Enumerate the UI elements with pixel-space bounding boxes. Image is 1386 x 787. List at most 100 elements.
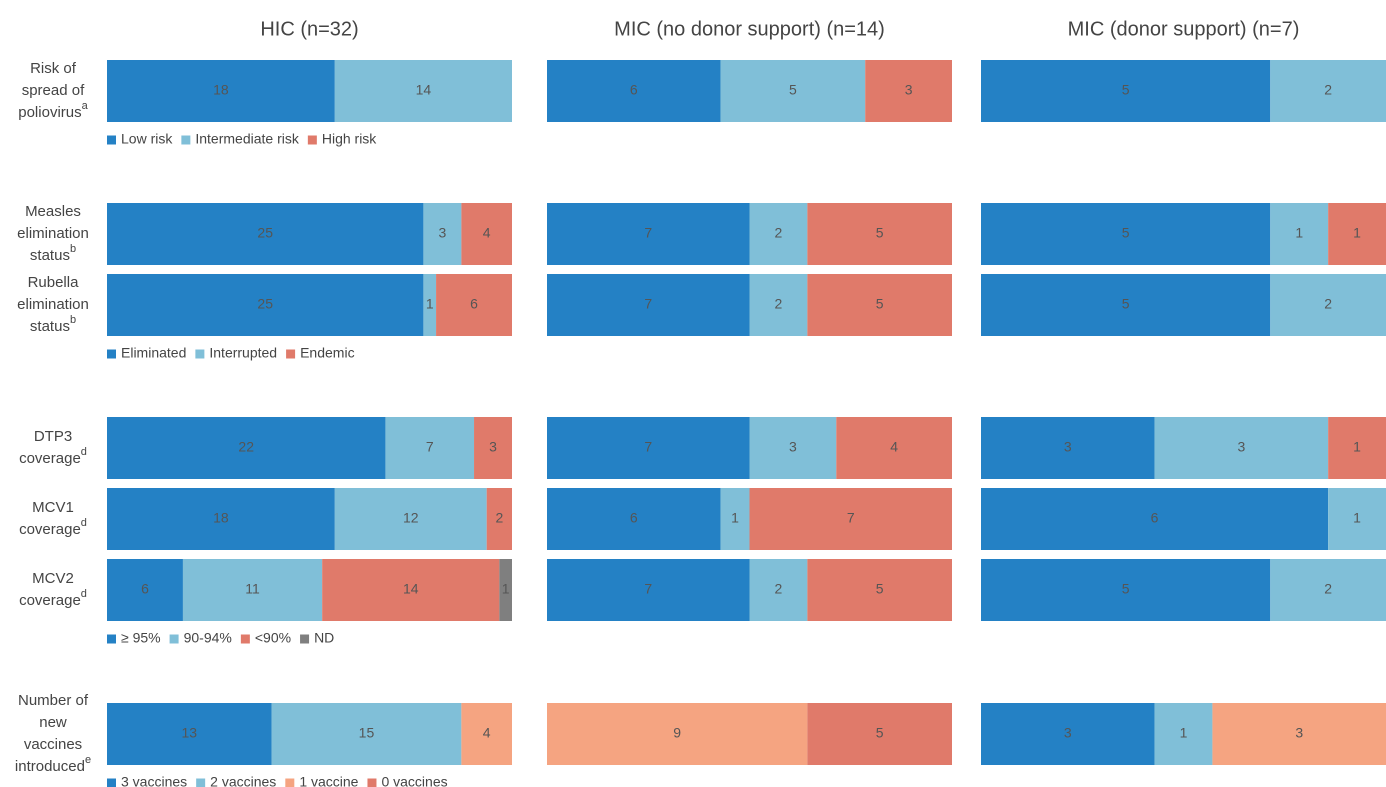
value-label: 2 bbox=[1324, 581, 1332, 597]
value-label: 3 bbox=[438, 225, 446, 241]
bar-segment bbox=[547, 203, 750, 265]
bar-segment bbox=[107, 417, 386, 479]
bar-segment bbox=[461, 703, 512, 765]
row-label-note: a bbox=[82, 100, 89, 112]
bar-segment bbox=[107, 60, 335, 122]
bar-segment bbox=[749, 274, 808, 336]
bar-segment bbox=[423, 203, 462, 265]
bar-segment bbox=[1328, 417, 1386, 479]
bar-segment bbox=[107, 203, 424, 265]
row-label: coveraged bbox=[19, 588, 87, 609]
bar-segment bbox=[547, 274, 750, 336]
value-label: 3 bbox=[1295, 725, 1303, 741]
value-label: 1 bbox=[731, 510, 739, 526]
bar-segment bbox=[322, 559, 500, 621]
value-label: 4 bbox=[890, 439, 898, 455]
bar-segment bbox=[865, 60, 952, 122]
value-label: 5 bbox=[876, 225, 884, 241]
legend-swatch bbox=[107, 349, 116, 359]
bar-segment bbox=[981, 60, 1271, 122]
legend-swatch bbox=[240, 634, 250, 644]
bar-segment bbox=[461, 203, 512, 265]
value-label: 6 bbox=[630, 510, 638, 526]
bar-segment bbox=[385, 417, 475, 479]
value-label: 2 bbox=[775, 581, 783, 597]
value-label: 15 bbox=[359, 725, 375, 741]
bar-segment bbox=[271, 703, 462, 765]
bar-segment bbox=[749, 203, 808, 265]
legend-swatch bbox=[367, 778, 377, 787]
bar-segment bbox=[107, 488, 335, 550]
bar-segment bbox=[807, 559, 952, 621]
bar-segment bbox=[1154, 417, 1329, 479]
bar-segment bbox=[749, 488, 952, 550]
legend-label: Eliminated bbox=[121, 345, 186, 361]
legend-swatch bbox=[307, 135, 317, 145]
legend-label: Low risk bbox=[121, 131, 173, 147]
value-label: 25 bbox=[257, 225, 273, 241]
bar-segment bbox=[1270, 559, 1386, 621]
row-label: statusb bbox=[30, 314, 76, 335]
legend-label: 2 vaccines bbox=[210, 774, 276, 787]
value-label: 11 bbox=[245, 581, 260, 597]
bar-segment bbox=[981, 559, 1271, 621]
value-label: 2 bbox=[1324, 82, 1332, 98]
row-label: Rubella bbox=[28, 274, 80, 291]
row-label: MCV2 bbox=[32, 570, 74, 587]
value-label: 2 bbox=[1324, 296, 1332, 312]
bar-segment bbox=[749, 559, 808, 621]
row-label-note: e bbox=[85, 754, 91, 766]
value-label: 13 bbox=[181, 725, 197, 741]
row-label: poliovirusa bbox=[18, 100, 88, 121]
bar-segment bbox=[474, 417, 512, 479]
value-label: 6 bbox=[470, 296, 478, 312]
value-label: 5 bbox=[876, 581, 884, 597]
legend-swatch bbox=[107, 778, 116, 787]
bar-segment bbox=[981, 488, 1329, 550]
legend-label: ≥ 95% bbox=[121, 630, 161, 646]
row-label: vaccines bbox=[24, 736, 82, 753]
legend-swatch bbox=[107, 634, 116, 644]
row-label: statusb bbox=[30, 243, 76, 264]
bar-segment bbox=[107, 559, 183, 621]
legend-label: Intermediate risk bbox=[195, 131, 299, 147]
bar-segment bbox=[720, 488, 750, 550]
bar-segment bbox=[1270, 274, 1386, 336]
value-label: 7 bbox=[426, 439, 434, 455]
bar-segment bbox=[749, 417, 837, 479]
row-label-note: d bbox=[81, 446, 87, 458]
value-label: 9 bbox=[673, 725, 681, 741]
value-label: 1 bbox=[1295, 225, 1303, 241]
bar-segment bbox=[1328, 203, 1386, 265]
legend-swatch bbox=[286, 349, 296, 359]
bar-segment bbox=[423, 274, 437, 336]
bar-segment bbox=[1212, 703, 1386, 765]
value-label: 7 bbox=[847, 510, 855, 526]
legend-swatch bbox=[107, 135, 116, 145]
bar-segment bbox=[436, 274, 512, 336]
row-label: introducede bbox=[15, 754, 91, 775]
value-label: 5 bbox=[1122, 82, 1130, 98]
value-label: 5 bbox=[876, 725, 884, 741]
row-label: spread of bbox=[22, 82, 85, 99]
legend-swatch bbox=[285, 778, 295, 787]
bar-segment bbox=[807, 703, 952, 765]
bar-segment bbox=[334, 488, 487, 550]
row-label: DTP3 bbox=[34, 428, 72, 445]
value-label: 3 bbox=[489, 439, 497, 455]
row-label-note: d bbox=[81, 588, 87, 600]
bar-segment bbox=[981, 203, 1271, 265]
legend-swatch bbox=[196, 778, 206, 787]
row-label: elimination bbox=[17, 225, 89, 242]
column-title: HIC (n=32) bbox=[260, 18, 358, 40]
value-label: 7 bbox=[644, 296, 652, 312]
value-label: 18 bbox=[213, 510, 229, 526]
value-label: 6 bbox=[141, 581, 149, 597]
value-label: 22 bbox=[238, 439, 254, 455]
value-label: 14 bbox=[403, 581, 419, 597]
row-label: coveraged bbox=[19, 446, 87, 467]
value-label: 4 bbox=[483, 225, 491, 241]
bar-segment bbox=[836, 417, 952, 479]
value-label: 3 bbox=[789, 439, 797, 455]
row-label: Measles bbox=[25, 203, 81, 220]
